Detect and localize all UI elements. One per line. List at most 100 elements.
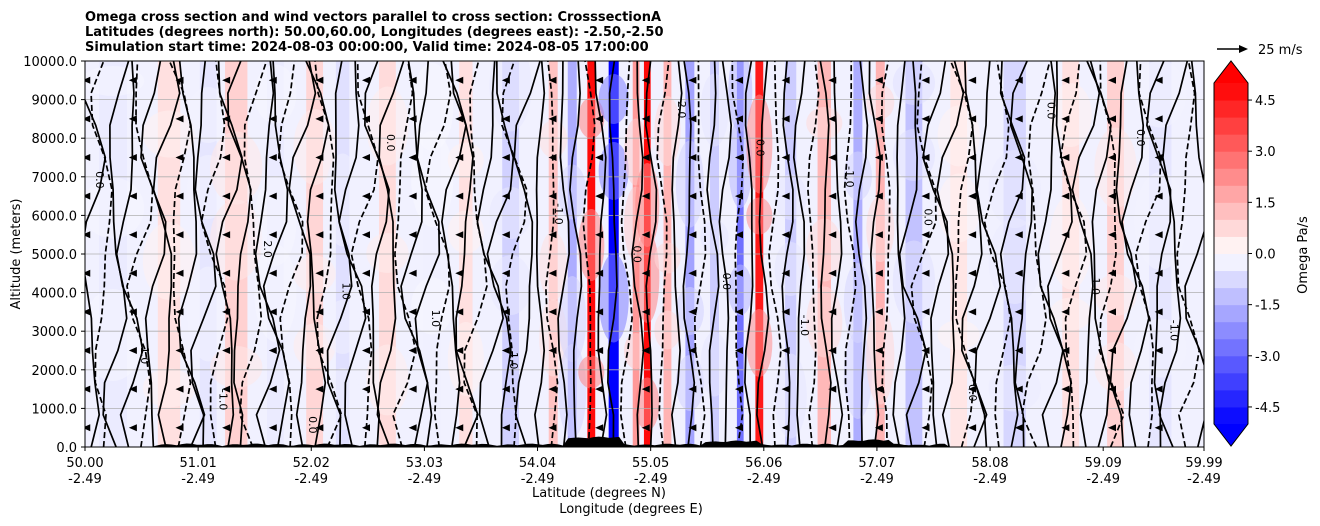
wind-arrow-icon: [921, 154, 930, 161]
wind-arrow-icon: [128, 192, 137, 200]
y-tick-label: 5000.0: [32, 248, 78, 263]
wind-arrow-icon: [222, 76, 231, 84]
wind-arrow-icon: [688, 76, 697, 84]
wind-arrow-icon: [641, 115, 650, 123]
wind-arrow-icon: [1107, 231, 1116, 239]
wind-arrow-icon: [548, 269, 557, 277]
wind-arrow-icon: [688, 231, 697, 239]
contour-line: [277, 61, 304, 447]
colorbar-tick-label: 1.5: [1255, 196, 1276, 211]
wind-arrow-icon: [85, 154, 91, 161]
contour-line: [90, 61, 113, 447]
contour-label: 1.0: [507, 352, 520, 369]
contour-line: [706, 61, 720, 447]
contour-label: 0.0: [753, 139, 766, 157]
wind-arrow-icon: [222, 385, 231, 393]
wind-arrow-icon: [874, 385, 883, 393]
wind-arrow-icon: [828, 115, 837, 123]
omega-patch: [142, 368, 196, 408]
x-tick-label-lat: 59.99: [1185, 456, 1222, 471]
wind-arrow-icon: [455, 76, 464, 84]
wind-arrow-icon: [1014, 115, 1023, 123]
contour-label: -1.0: [552, 203, 565, 224]
colorbar-tick-label: -4.5: [1255, 401, 1280, 416]
wind-arrow-icon: [1014, 424, 1023, 432]
colorbar-segment: [1214, 117, 1248, 135]
contour-line: [1086, 61, 1112, 447]
contour-line: [868, 61, 882, 447]
wind-arrow-icon: [408, 347, 417, 354]
terrain: [85, 436, 1204, 447]
x-tick-label-lat: 50.00: [66, 456, 103, 471]
wind-arrow-icon: [361, 308, 370, 316]
wind-arrow-icon: [315, 385, 324, 393]
omega-patch: [85, 66, 145, 96]
wind-arrow-icon: [128, 385, 137, 393]
contour-line: [501, 61, 528, 447]
wind-arrow-icon: [501, 154, 510, 161]
x-tick-label-lat: 57.07: [858, 456, 895, 471]
wind-arrow-icon: [268, 115, 277, 123]
wind-arrow-icon: [175, 231, 184, 239]
wind-arrow-icon: [315, 231, 324, 239]
wind-arrow-icon: [921, 308, 930, 316]
wind-arrow-icon: [501, 385, 510, 393]
wind-arrow-icon: [268, 192, 277, 200]
wind-arrow-icon: [361, 424, 370, 432]
wind-arrow-icon: [128, 347, 137, 354]
omega-patch: [578, 209, 605, 281]
contour-line: [768, 61, 782, 447]
colorbar-segment: [1214, 338, 1248, 357]
colorbar-segments: [1213, 60, 1249, 447]
wind-arrow-icon: [548, 154, 557, 161]
vector-key-label: 25 m/s: [1258, 43, 1303, 58]
wind-arrow-icon: [501, 231, 510, 239]
wind-arrow-icon: [175, 424, 184, 432]
vector-key: 25 m/s: [1217, 43, 1303, 58]
wind-arrow-icon: [268, 308, 277, 316]
contour-line: [807, 61, 820, 447]
wind-arrow-icon: [828, 308, 837, 316]
contour-line: [513, 61, 541, 447]
wind-arrow-icon: [595, 192, 604, 200]
omega-patch: [598, 74, 629, 124]
omega-patch: [142, 222, 196, 300]
wind-arrow-icon: [595, 308, 604, 316]
colorbar-segment: [1214, 168, 1248, 186]
wind-arrow-icon: [455, 115, 464, 123]
contour-label: 2.0: [261, 240, 274, 258]
wind-arrow-icon: [175, 115, 184, 123]
wind-arrow-icon: [548, 385, 557, 393]
contour-line: [892, 61, 906, 447]
wind-arrow-icon: [1014, 347, 1023, 354]
omega-patch: [654, 310, 681, 350]
wind-arrow-icon: [408, 231, 417, 239]
contour-label: 0.0: [1044, 102, 1057, 120]
wind-arrow-icon: [501, 269, 510, 277]
contour-line: [1158, 61, 1189, 447]
wind-arrow-icon: [408, 115, 417, 123]
x-tick-label-lat: 55.05: [632, 456, 669, 471]
wind-arrow-icon: [1154, 115, 1163, 123]
colorbar-extend-low: [1214, 424, 1248, 446]
x-tick-label-lon: -2.49: [408, 472, 442, 487]
wind-arrow-icon: [1061, 115, 1070, 123]
wind-arrow-icon: [1107, 347, 1116, 354]
omega-patch: [843, 263, 872, 343]
wind-arrow-icon: [1107, 308, 1116, 316]
omega-patch: [187, 87, 230, 143]
contour-label: 0.0: [1134, 129, 1147, 147]
title-line-3: Simulation start time: 2024-08-03 00:00:…: [85, 40, 649, 55]
wind-arrow-icon: [455, 308, 464, 316]
colorbar-segment: [1214, 389, 1248, 408]
wind-arrow-icon: [268, 347, 277, 354]
plot-area: 0.0 0.0 0.0 1.0 -1.0 1.0 -1.0 0.0 2.0 -2.0 1.0 0.0 -…: [84, 60, 1205, 448]
wind-arrow-icon: [921, 115, 930, 123]
contour-line: [756, 61, 770, 447]
contour-line: [239, 61, 268, 447]
y-axis-ticks: 0.0 1000.0 2000.0 3000.0 4000.0 5000.0 6000.0 7…: [23, 55, 85, 456]
colorbar-tick-label: -1.5: [1255, 299, 1280, 314]
wind-arrow-icon: [361, 347, 370, 354]
wind-arrow-icon: [828, 424, 837, 432]
contour-label: 0.0: [630, 245, 643, 263]
